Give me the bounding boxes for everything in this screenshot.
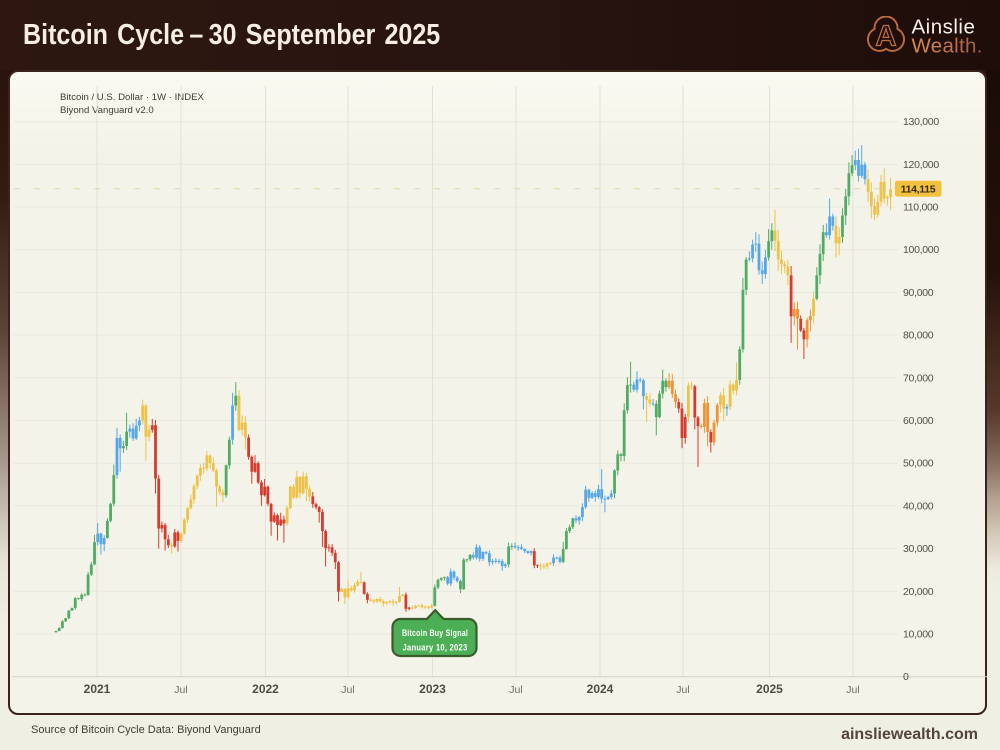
svg-text:2022: 2022: [252, 682, 279, 696]
svg-text:0: 0: [903, 671, 909, 683]
svg-text:Jul: Jul: [846, 684, 859, 696]
svg-text:80,000: 80,000: [903, 330, 934, 342]
svg-text:Biyond Vanguard v2.0: Biyond Vanguard v2.0: [60, 105, 154, 116]
svg-text:Ainslie: Ainslie: [912, 16, 976, 39]
svg-text:2021: 2021: [84, 682, 111, 696]
svg-text:Bitcoin Buy Signal: Bitcoin Buy Signal: [402, 628, 468, 639]
svg-text:130,000: 130,000: [903, 116, 939, 128]
svg-text:114,115: 114,115: [901, 183, 936, 195]
svg-text:20,000: 20,000: [903, 586, 934, 598]
svg-text:60,000: 60,000: [903, 415, 934, 427]
svg-text:2024: 2024: [587, 682, 614, 696]
svg-text:January 10, 2023: January 10, 2023: [403, 643, 468, 654]
svg-text:A: A: [876, 21, 897, 53]
svg-text:Jul: Jul: [174, 684, 187, 696]
svg-text:Jul: Jul: [509, 684, 522, 696]
svg-text:100,000: 100,000: [903, 244, 939, 256]
svg-text:Bitcoin / U.S. Dollar · 1W · I: Bitcoin / U.S. Dollar · 1W · INDEX: [60, 92, 205, 103]
svg-text:110,000: 110,000: [903, 202, 939, 214]
svg-text:Jul: Jul: [341, 684, 354, 696]
svg-text:90,000: 90,000: [903, 287, 934, 299]
svg-text:Jul: Jul: [676, 684, 689, 696]
svg-text:2023: 2023: [419, 682, 446, 696]
svg-text:40,000: 40,000: [903, 500, 934, 512]
svg-text:70,000: 70,000: [903, 372, 934, 384]
svg-text:50,000: 50,000: [903, 458, 934, 470]
svg-text:Wealth.: Wealth.: [912, 35, 983, 58]
svg-text:10,000: 10,000: [903, 629, 934, 641]
svg-text:120,000: 120,000: [903, 159, 939, 171]
svg-text:2025: 2025: [756, 682, 783, 696]
svg-text:30,000: 30,000: [903, 543, 934, 555]
